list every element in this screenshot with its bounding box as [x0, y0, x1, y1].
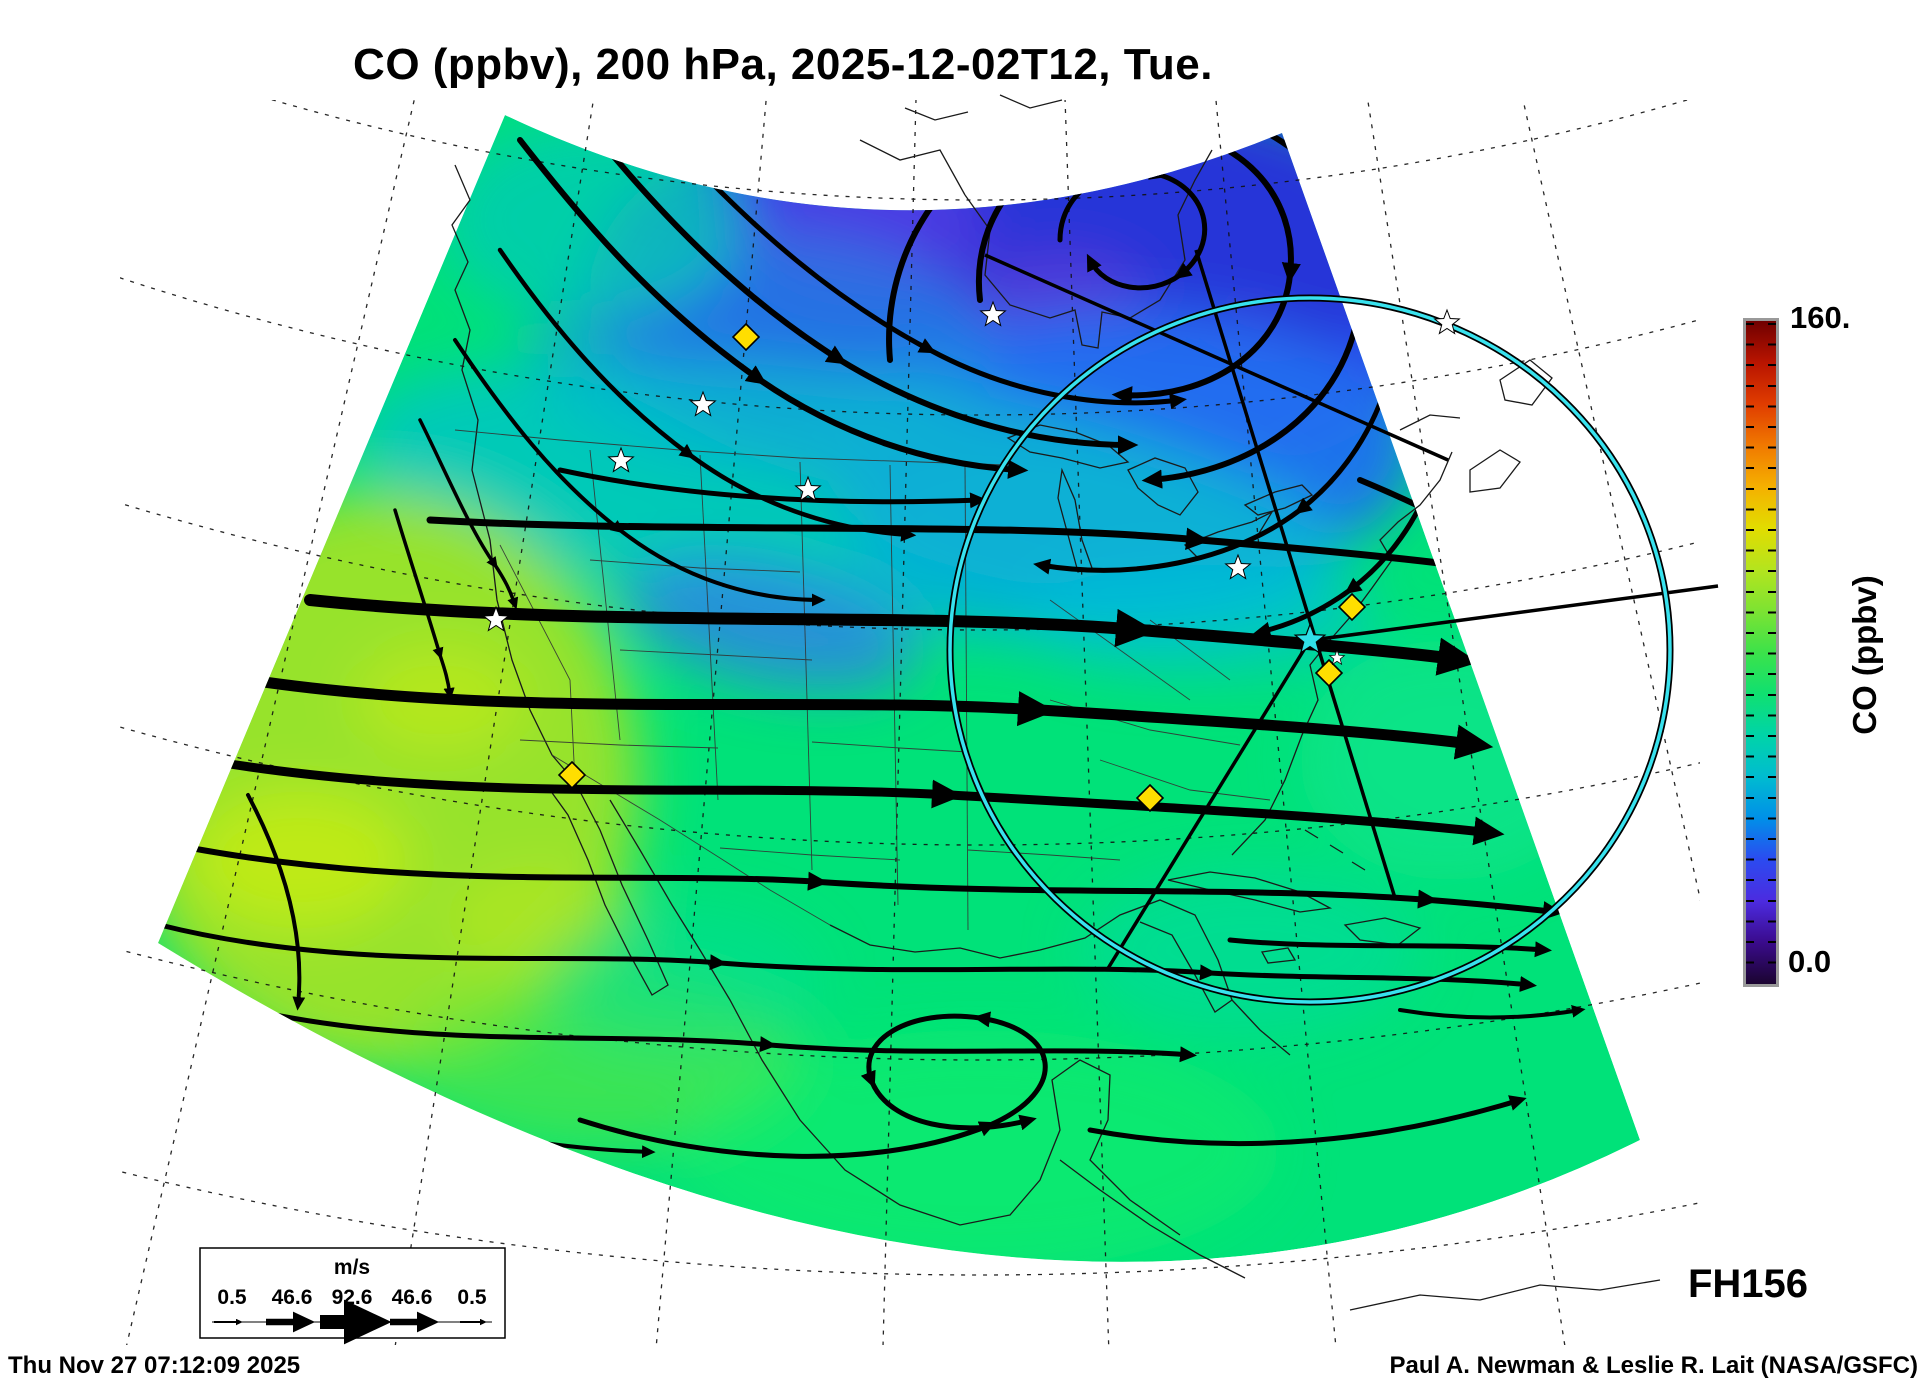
white-star-marker	[794, 475, 822, 502]
great-circle-line	[984, 253, 1449, 462]
wind-legend-value: 0.5	[217, 1286, 247, 1309]
yellow-diamond-marker	[557, 760, 587, 790]
cyan-star-marker	[1293, 622, 1327, 654]
white-star-marker	[1433, 308, 1461, 335]
yellow-diamond-marker	[1337, 592, 1367, 622]
colorbar-ticks-left	[1746, 323, 1754, 982]
white-star-marker	[979, 300, 1007, 327]
colorbar-ticks-right	[1768, 323, 1776, 982]
white-star-marker	[607, 446, 635, 473]
wind-legend-labels: m/s 0.5 46.6 92.6 46.6 0.5	[217, 1256, 487, 1309]
white-star-marker	[689, 390, 717, 417]
yellow-diamond-marker	[1135, 783, 1165, 813]
page-title: CO (ppbv), 200 hPa, 2025-12-02T12, Tue.	[353, 40, 1213, 89]
great-circle-line	[1105, 639, 1312, 971]
wind-legend-box: m/s 0.5 46.6 92.6 46.6 0.5	[199, 1247, 506, 1345]
white-star-marker	[482, 605, 510, 632]
colorbar-axis-label: CO (ppbv)	[1846, 575, 1883, 735]
range-ring	[946, 294, 1674, 1006]
site-markers	[482, 300, 1461, 813]
wind-legend-value: 92.6	[332, 1286, 373, 1309]
range-ring-core	[948, 296, 1672, 1004]
colorbar-max-label: 160.	[1790, 300, 1851, 335]
wind-legend-value: 0.5	[457, 1286, 487, 1309]
yellow-diamond-marker	[1314, 658, 1344, 688]
wind-legend-value: 46.6	[272, 1286, 313, 1309]
wind-legend-value: 46.6	[392, 1286, 433, 1309]
colorbar	[1743, 318, 1779, 987]
timestamp-label: Thu Nov 27 07:12:09 2025	[8, 1352, 301, 1379]
wind-streamlines	[158, 115, 1586, 1159]
yellow-diamond-marker	[731, 322, 761, 352]
wind-legend-units: m/s	[334, 1256, 370, 1279]
great-circle-line	[1289, 584, 1719, 645]
white-star-marker	[1224, 553, 1252, 580]
great-circle-lines	[984, 249, 1719, 971]
co-field	[158, 115, 1640, 1262]
credit-label: Paul A. Newman & Leslie R. Lait (NASA/GS…	[1389, 1352, 1918, 1379]
colorbar-min-label: 0.0	[1788, 944, 1832, 979]
small-white-star-marker	[1328, 649, 1346, 666]
great-circle-line	[1194, 249, 1397, 899]
forecast-hour-label: FH156	[1687, 1262, 1809, 1306]
